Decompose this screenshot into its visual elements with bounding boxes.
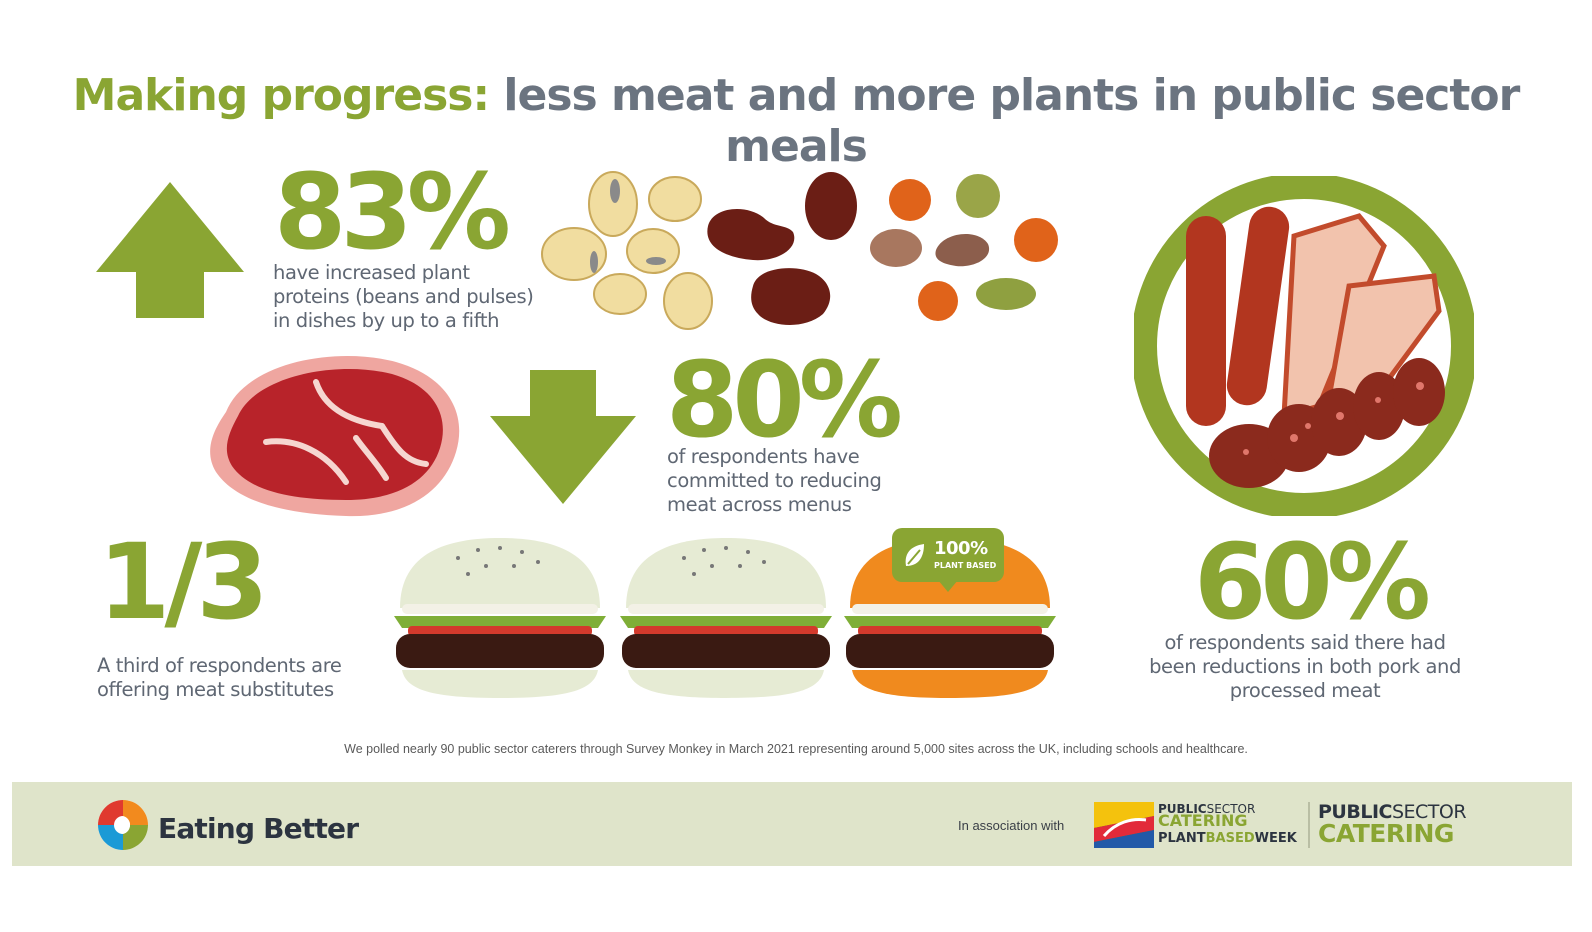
stat-83-line: proteins (beans and pulses) [273, 285, 534, 308]
stat-80-line: committed to reducing [667, 469, 882, 492]
psc-public: PUBLIC [1318, 801, 1392, 823]
plant-based-week-logo [1094, 802, 1154, 848]
eating-better-logo [98, 800, 148, 850]
logo-divider [1308, 802, 1310, 848]
association-label: In association with [958, 818, 1065, 833]
pbw-plant: PLANT [1158, 831, 1206, 846]
burger-illustration [394, 538, 606, 698]
badge-label: PLANT BASED [934, 561, 997, 570]
stat-80-description: of respondents have committed to reducin… [667, 445, 882, 517]
pbw-sector: SECTOR [1206, 802, 1256, 816]
stat-third-line: A third of respondents are [97, 654, 342, 677]
stat-third-description: A third of respondents are offering meat… [97, 654, 342, 702]
stat-83-line: in dishes by up to a fifth [273, 309, 500, 332]
stat-83-line: have increased plant [273, 261, 470, 284]
pbw-public: PUBLIC [1158, 802, 1207, 816]
burger-illustration [620, 538, 832, 698]
pbw-based: BASED [1205, 831, 1255, 846]
pbw-week: WEEK [1254, 831, 1297, 846]
psc-sector: SECTOR [1391, 801, 1467, 823]
title-lead: Making progress: [72, 70, 490, 121]
stat-80-line: meat across menus [667, 493, 852, 516]
stat-80-line: of respondents have [667, 445, 860, 468]
steak-illustration [210, 356, 460, 517]
stat-80-value: 80% [666, 339, 903, 461]
footer-bar [12, 782, 1572, 866]
pbw-line-3: PLANTBASEDWEEK [1158, 832, 1297, 846]
stat-83-description: have increased plant proteins (beans and… [273, 261, 534, 333]
psc-catering: CATERING [1318, 819, 1454, 848]
stat-83-value: 83% [274, 151, 511, 273]
up-arrow-icon [96, 182, 244, 318]
pbw-line-1: PUBLICSECTOR [1158, 802, 1255, 816]
page-title: Making progress: less meat and more plan… [0, 70, 1592, 172]
stat-third-line: offering meat substitutes [97, 678, 334, 701]
eating-better-brand: Eating Better [158, 812, 359, 845]
leaf-icon [905, 544, 924, 566]
pbw-catering: CATERING [1158, 811, 1248, 830]
stat-60-line: of respondents said there had [1164, 631, 1446, 654]
stat-60-line: been reductions in both pork and [1149, 655, 1461, 678]
stat-60-line: processed meat [1229, 679, 1381, 702]
stat-60-value: 60% [1194, 521, 1431, 643]
sausage-plate-illustration [1134, 176, 1474, 516]
stat-third-value: 1/3 [98, 521, 269, 643]
survey-footnote: We polled nearly 90 public sector catere… [344, 742, 1248, 756]
badge-pointer [938, 580, 958, 592]
badge-percent: 100% [934, 538, 988, 559]
title-rest: less meat and more plants in public sect… [503, 70, 1520, 172]
beans-illustration [541, 171, 1058, 330]
psc-line-1: PUBLICSECTOR [1318, 800, 1467, 824]
down-arrow-icon [490, 370, 636, 504]
plant-based-badge: 100% PLANT BASED [892, 528, 1004, 582]
stat-60-description: of respondents said there had been reduc… [1140, 631, 1470, 703]
